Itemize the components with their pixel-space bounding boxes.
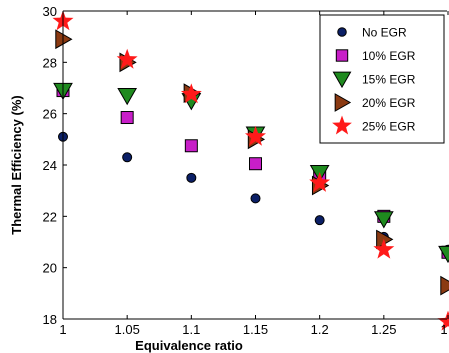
data-point xyxy=(437,310,449,331)
data-markers xyxy=(52,10,449,331)
legend-item: No EGR xyxy=(337,26,407,40)
legend-label: 15% EGR xyxy=(362,73,416,87)
legend: No EGR 10% EGR 15% EGR 20% EGR 25% EGR xyxy=(319,14,445,144)
x-tick-label: 1.2 xyxy=(311,322,329,337)
legend-item: 15% EGR xyxy=(332,71,416,89)
data-point xyxy=(186,172,197,183)
legend-label: No EGR xyxy=(362,26,407,40)
data-point xyxy=(250,193,261,204)
x-tick-label: 1.15 xyxy=(243,322,268,337)
y-tick-label: 22 xyxy=(43,209,57,224)
legend-label: 25% EGR xyxy=(362,120,416,134)
legend-marker xyxy=(334,93,352,112)
data-point xyxy=(116,48,138,69)
data-point xyxy=(55,29,73,50)
data-point xyxy=(373,211,394,229)
legend-marker xyxy=(337,27,347,37)
x-tick-label: 1.25 xyxy=(371,322,396,337)
data-point xyxy=(184,139,198,153)
legend-item: 10% EGR xyxy=(335,49,416,63)
data-point xyxy=(309,172,331,192)
y-axis-label: Thermal Efficiency (%) xyxy=(9,95,24,234)
y-tick-label: 28 xyxy=(43,55,57,70)
x-axis-label: Equivalence ratio xyxy=(135,338,243,353)
x-tick-label: 1.05 xyxy=(115,322,140,337)
data-point xyxy=(117,88,138,106)
legend-marker xyxy=(332,71,352,89)
x-tick-label: 1 xyxy=(440,322,447,337)
y-tick-label: 30 xyxy=(43,4,57,19)
y-tick-label: 24 xyxy=(43,158,57,173)
data-point xyxy=(440,275,449,296)
y-tick-label: 26 xyxy=(43,107,57,122)
legend-marker xyxy=(332,115,352,135)
data-point xyxy=(314,215,325,226)
data-point xyxy=(180,83,202,104)
data-point xyxy=(438,245,449,264)
legend-item: 20% EGR xyxy=(334,93,416,112)
y-tick-label: 18 xyxy=(43,312,57,327)
legend-label: 10% EGR xyxy=(362,49,416,63)
y-tick-label: 20 xyxy=(43,261,57,276)
data-point xyxy=(120,111,134,125)
data-point xyxy=(249,157,262,171)
data-point xyxy=(245,125,266,146)
legend-marker xyxy=(335,49,349,62)
legend-item: 25% EGR xyxy=(332,115,416,135)
data-point xyxy=(373,238,395,259)
legend-label: 20% EGR xyxy=(362,96,416,110)
data-point xyxy=(122,152,133,163)
x-tick-label: 1.1 xyxy=(182,322,200,337)
x-tick-label: 1 xyxy=(59,322,66,337)
